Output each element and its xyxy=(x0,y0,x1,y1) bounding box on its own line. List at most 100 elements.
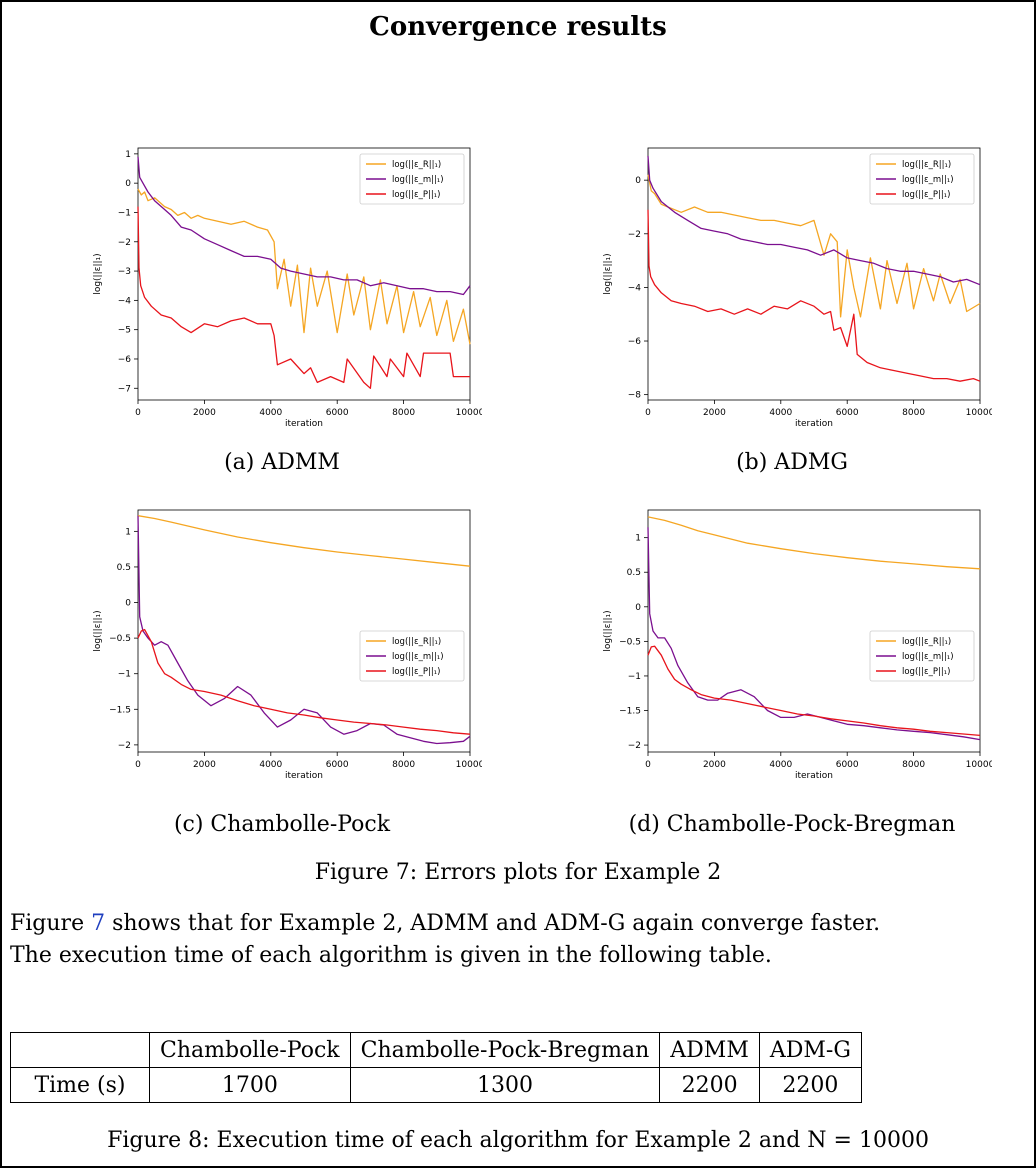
table-row: Time (s) 1700 1300 2200 2200 xyxy=(10,1067,862,1103)
x-tick-label: 2000 xyxy=(193,760,216,770)
chart-chambolle-pock: 0 2000 4000 6000 8000 10000 1 0.5 0 −0.5 −1 −1.5 −2 i… xyxy=(93,509,482,781)
y-axis-label: log(||ε||₁) xyxy=(603,610,613,651)
chart-admg: 0 2000 4000 6000 8000 10000 0 −2 −4 −6 −8 iteration… xyxy=(603,147,992,429)
y-axis-label: log(||ε||₁) xyxy=(603,253,613,294)
legend-box xyxy=(869,153,975,205)
table-header-cell xyxy=(10,1032,150,1068)
y-tick-label: −2 xyxy=(118,238,131,248)
series-line-0 xyxy=(647,516,981,570)
y-tick-label: −2 xyxy=(628,230,641,240)
x-tick-label: 8000 xyxy=(902,408,925,418)
series-line-1 xyxy=(137,156,471,296)
table-cell: 1300 xyxy=(349,1067,661,1103)
plot-chambolle-pock: 0 2000 4000 6000 8000 10000 1 0.5 0 −0.5 −1 −1.5 −2 i… xyxy=(82,502,482,792)
series-line-0 xyxy=(137,515,471,567)
paragraph: Figure 7 shows that for Example 2, ADMM … xyxy=(10,908,1030,972)
y-tick-label: 0.5 xyxy=(627,568,641,578)
table-header-row: Chambolle-Pock Chambolle-Pock-Bregman AD… xyxy=(10,1032,862,1068)
x-tick-label: 0 xyxy=(645,408,651,418)
legend-entry: log(||ε_R||₁) xyxy=(902,637,951,647)
figure-ref-link[interactable]: 7 xyxy=(91,911,106,936)
chart-admm: 0 2000 4000 6000 8000 10000 1 0 −1 −2 −3 −4 −5 −6 −7 it… xyxy=(93,147,482,429)
y-tick-label: 0 xyxy=(125,179,131,189)
series-line-0 xyxy=(137,188,471,345)
x-tick-label: 10000 xyxy=(966,408,992,418)
table-cell: 1700 xyxy=(149,1067,351,1103)
execution-time-table: Chambolle-Pock Chambolle-Pock-Bregman AD… xyxy=(10,1032,862,1103)
x-tick-label: 6000 xyxy=(326,408,349,418)
legend-entry: log(||ε_R||₁) xyxy=(392,637,441,647)
x-tick-label: 6000 xyxy=(836,760,859,770)
x-tick-label: 4000 xyxy=(259,408,282,418)
x-tick-label: 0 xyxy=(645,760,651,770)
x-tick-label: 8000 xyxy=(392,408,415,418)
paragraph-line-1: Figure 7 shows that for Example 2, ADMM … xyxy=(10,908,1030,940)
y-tick-label: −4 xyxy=(628,283,642,293)
series-line-2 xyxy=(137,628,471,735)
table-header-cell: Chambolle-Pock-Bregman xyxy=(349,1032,661,1068)
y-tick-label: 0 xyxy=(635,176,641,186)
x-tick-label: 4000 xyxy=(769,760,792,770)
figure-8-caption: Figure 8: Execution time of each algorit… xyxy=(107,1128,929,1153)
legend-entry: log(||ε_R||₁) xyxy=(902,160,951,170)
legend-entry: log(||ε_m||₁) xyxy=(392,652,444,662)
y-tick-label: −1 xyxy=(118,208,131,218)
y-tick-label: −0.5 xyxy=(619,637,641,647)
y-tick-label: 0 xyxy=(635,603,641,613)
legend-box xyxy=(869,630,975,682)
caption-d: (d) Chambolle-Pock-Bregman xyxy=(628,812,956,837)
series-line-1 xyxy=(647,155,981,286)
x-tick-label: 10000 xyxy=(456,760,482,770)
figure-7-caption: Figure 7: Errors plots for Example 2 xyxy=(314,860,722,885)
y-axis-label: log(||ε||₁) xyxy=(93,610,103,651)
y-tick-label: −6 xyxy=(628,337,642,347)
page-title: Convergence results xyxy=(369,12,667,42)
legend-entry: log(||ε_P||₁) xyxy=(902,667,950,677)
y-tick-label: −1.5 xyxy=(619,707,641,717)
x-tick-label: 6000 xyxy=(326,760,349,770)
legend-entry: log(||ε_m||₁) xyxy=(392,175,444,185)
legend-entry: log(||ε_R||₁) xyxy=(392,160,441,170)
x-tick-label: 10000 xyxy=(456,408,482,418)
y-axis-label: log(||ε||₁) xyxy=(93,253,103,294)
legend-entry: log(||ε_m||₁) xyxy=(902,175,954,185)
x-axis-label: iteration xyxy=(285,771,323,781)
y-tick-label: −1.5 xyxy=(109,705,131,715)
paragraph-line-2: The execution time of each algorithm is … xyxy=(10,943,772,968)
x-tick-label: 8000 xyxy=(902,760,925,770)
y-tick-label: 1 xyxy=(125,527,131,537)
y-tick-label: 0.5 xyxy=(117,563,131,573)
x-tick-label: 2000 xyxy=(703,408,726,418)
x-tick-label: 2000 xyxy=(703,760,726,770)
legend-entry: log(||ε_P||₁) xyxy=(392,667,440,677)
caption-a: (a) ADMM xyxy=(224,450,340,475)
y-tick-label: −4 xyxy=(118,296,132,306)
y-tick-label: −8 xyxy=(628,391,642,401)
x-tick-label: 0 xyxy=(135,408,141,418)
caption-c: (c) Chambolle-Pock xyxy=(173,812,391,837)
y-tick-label: −0.5 xyxy=(109,634,131,644)
y-tick-label: −1 xyxy=(628,672,641,682)
x-tick-label: 4000 xyxy=(259,760,282,770)
y-tick-label: −2 xyxy=(118,741,131,751)
table-cell: 2200 xyxy=(758,1067,862,1103)
plot-admm: 0 2000 4000 6000 8000 10000 1 0 −1 −2 −3 −4 −5 −6 −7 it… xyxy=(82,140,482,440)
table-cell: 2200 xyxy=(659,1067,760,1103)
series-line-2 xyxy=(647,645,981,737)
x-axis-label: iteration xyxy=(795,419,833,429)
table-header-cell: ADMM xyxy=(659,1032,760,1068)
table-header-cell: ADM-G xyxy=(758,1032,862,1068)
y-tick-label: 1 xyxy=(125,150,131,160)
paragraph-text: shows that for Example 2, ADMM and ADM-G… xyxy=(105,911,881,936)
legend-entry: log(||ε_m||₁) xyxy=(902,652,954,662)
chart-chambolle-pock-bregman: 0 2000 4000 6000 8000 10000 1 0.5 0 −0.5 −1 −1.5 −2 i… xyxy=(603,509,992,781)
x-tick-label: 10000 xyxy=(966,760,992,770)
y-tick-label: −3 xyxy=(118,267,131,277)
caption-b: (b) ADMG xyxy=(736,450,848,475)
plot-chambolle-pock-bregman: 0 2000 4000 6000 8000 10000 1 0.5 0 −0.5 −1 −1.5 −2 i… xyxy=(592,502,992,792)
series-line-0 xyxy=(647,174,981,318)
y-tick-label: −1 xyxy=(118,670,131,680)
series-line-2 xyxy=(647,209,981,382)
x-tick-label: 6000 xyxy=(836,408,859,418)
